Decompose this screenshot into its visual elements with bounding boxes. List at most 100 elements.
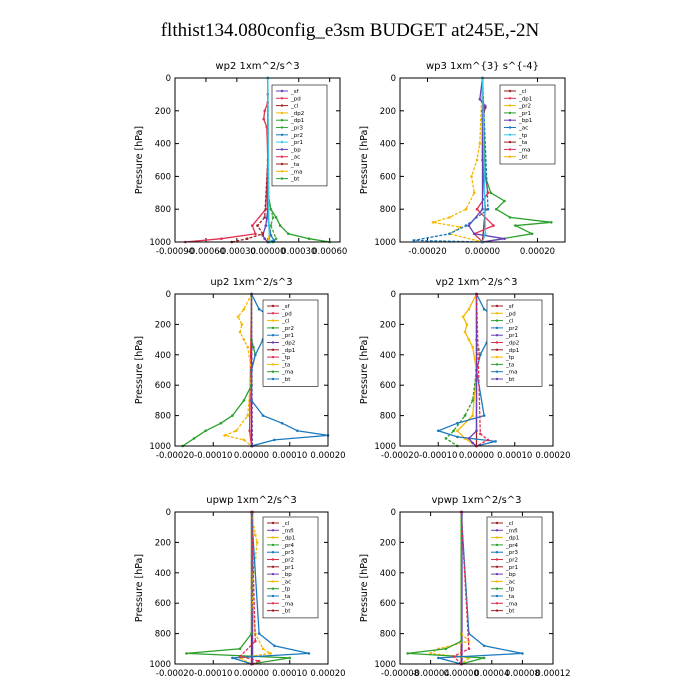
- data-point: [486, 438, 490, 442]
- data-point: [503, 237, 506, 240]
- legend-marker: [280, 133, 284, 136]
- data-point: [263, 237, 267, 240]
- legend-marker: [495, 355, 499, 359]
- legend-entry: _cl: [505, 319, 514, 325]
- y-tick-label: 400: [155, 569, 171, 579]
- series-line: [231, 78, 269, 243]
- x-tick-label: -0.00010: [419, 451, 457, 461]
- data-point: [192, 437, 196, 440]
- legend-marker: [495, 602, 499, 605]
- y-tick-label: 600: [380, 172, 396, 182]
- legend-marker: [280, 111, 284, 115]
- y-tick-label: 800: [155, 412, 171, 422]
- legend-entry: _pr3: [281, 550, 295, 556]
- data-point: [257, 307, 261, 311]
- legend-entry: _ac: [505, 579, 515, 585]
- data-point: [503, 199, 506, 203]
- legend-entry: _pr1: [281, 565, 294, 571]
- data-point: [204, 429, 207, 433]
- y-axis-label: Pressure [hPa]: [134, 126, 145, 194]
- x-tick-label: -0.00020: [408, 247, 446, 257]
- plot-frame: [174, 293, 329, 447]
- y-tick-label: 400: [380, 140, 396, 150]
- data-point: [456, 421, 459, 425]
- legend-entry: _bp: [505, 572, 516, 578]
- legend-marker: [271, 363, 275, 366]
- legend-marker: [495, 594, 499, 598]
- y-axis-label: Pressure [hPa]: [359, 336, 370, 404]
- y-tick-label: 1000: [149, 442, 171, 452]
- x-tick-label: 0.00000: [444, 669, 479, 679]
- legend-entry: _dp1: [281, 536, 295, 542]
- y-tick-label: 600: [155, 599, 171, 609]
- legend-marker: [495, 363, 499, 366]
- data-point: [456, 435, 459, 439]
- legend-marker: [271, 572, 275, 576]
- data-point: [269, 234, 273, 237]
- y-tick-label: 400: [380, 569, 396, 579]
- legend-marker: [495, 348, 499, 351]
- legend-entry: _pr2: [505, 558, 518, 564]
- y-tick-label: 0: [391, 508, 396, 518]
- legend-entry: _sf: [505, 304, 515, 310]
- x-tick-label: -0.00020: [156, 669, 194, 679]
- data-point: [444, 647, 448, 651]
- data-point: [463, 414, 467, 417]
- y-tick-label: 400: [380, 351, 396, 361]
- series-line: [467, 77, 505, 243]
- legend-marker: [508, 155, 512, 158]
- legend-entry: _ta: [290, 162, 299, 168]
- data-point: [287, 232, 290, 236]
- data-point: [437, 429, 440, 433]
- x-tick-label: 0.00060: [312, 247, 347, 257]
- x-tick-label: 0.00004: [474, 669, 509, 679]
- data-point: [464, 224, 468, 227]
- legend-entry: _pr4: [505, 543, 519, 549]
- data-point: [263, 216, 267, 219]
- legend-entry: _ta: [281, 362, 290, 368]
- plot-frame: [399, 511, 554, 665]
- chart-up2: up2 1xm^2/s^3 Pressure [hPa] 0 200 400 600 800…: [134, 277, 346, 461]
- legend-entry: _tp: [518, 133, 528, 139]
- y-tick-label: 1000: [374, 442, 396, 452]
- data-point: [448, 232, 451, 236]
- legend-marker: [271, 370, 275, 373]
- y-tick-label: 200: [380, 107, 396, 117]
- legend-marker: [271, 551, 275, 554]
- data-point: [257, 659, 261, 663]
- data-point: [296, 429, 299, 433]
- legend-marker: [280, 126, 284, 129]
- y-tick-label: 400: [155, 351, 171, 361]
- chart-wp3: wp3 1xm^{3} s^{-4} Pressure [hPa] 0 200 400 6…: [359, 61, 566, 257]
- data-point: [508, 216, 512, 219]
- data-point: [406, 652, 410, 655]
- legend-entry: _cl: [281, 521, 290, 527]
- data-point: [461, 315, 465, 319]
- data-point: [264, 224, 268, 227]
- series-line: [407, 512, 485, 665]
- data-point: [467, 338, 471, 341]
- legend-entry: _pr1: [518, 111, 531, 117]
- legend-marker: [271, 543, 275, 547]
- legend-entry: _ta: [281, 594, 290, 600]
- legend-marker: [280, 148, 284, 151]
- y-tick-label: 0: [166, 74, 171, 84]
- legend-marker: [508, 133, 512, 136]
- legend-entry: _ta: [505, 362, 514, 368]
- legend-entry: _ta: [505, 594, 514, 600]
- data-point: [254, 533, 257, 537]
- chart-title: vp2 1xm^2/s^3: [436, 277, 518, 288]
- data-point: [238, 330, 242, 334]
- data-point: [467, 437, 471, 440]
- y-tick-label: 0: [166, 290, 171, 300]
- data-point: [272, 239, 276, 242]
- legend-entry: _bt: [518, 155, 528, 161]
- plot-frame: [174, 77, 341, 243]
- y-tick-label: 0: [166, 508, 171, 518]
- x-tick-label: 0.00030: [281, 247, 316, 257]
- data-point: [471, 399, 475, 402]
- legend-marker: [508, 97, 512, 100]
- legend-entry: _cl: [518, 89, 527, 95]
- legend-marker: [508, 111, 512, 115]
- data-point: [479, 353, 482, 357]
